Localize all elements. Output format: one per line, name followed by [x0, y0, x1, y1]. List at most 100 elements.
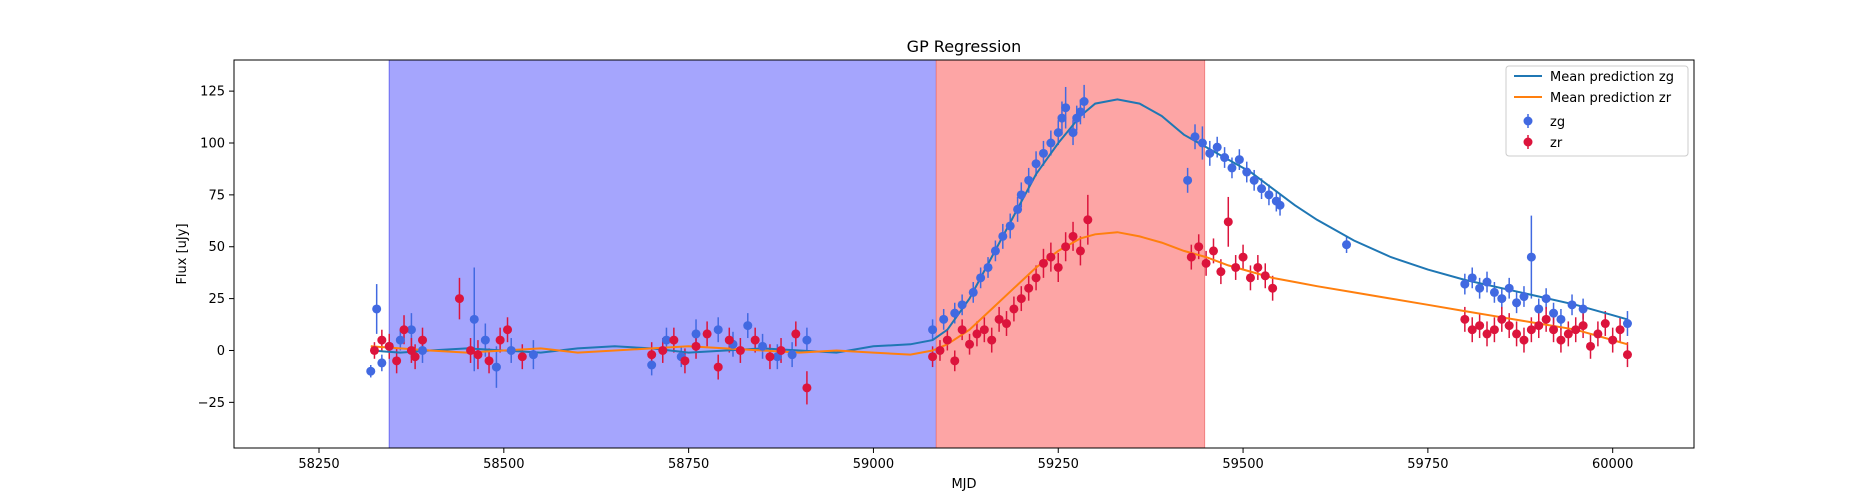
zg-point: [976, 273, 986, 283]
zr-point: [1578, 321, 1588, 331]
zr-point: [503, 325, 513, 335]
zg-point: [1227, 163, 1237, 173]
zg-point: [1031, 159, 1041, 169]
zg-point: [1519, 292, 1529, 302]
legend-marker-zr: [1523, 137, 1533, 147]
zg-point: [377, 358, 387, 368]
zr-point: [1223, 217, 1233, 227]
zg-point: [1249, 175, 1259, 185]
zr-point: [1186, 252, 1196, 262]
zr-point: [1075, 246, 1085, 256]
zr-point: [691, 341, 701, 351]
zg-point: [395, 335, 405, 345]
zr-point: [1038, 258, 1048, 268]
zr-point: [399, 325, 409, 335]
legend-box: [1505, 65, 1689, 157]
zr-point: [1061, 242, 1071, 252]
zg-point: [1526, 252, 1536, 262]
zg-point: [1556, 314, 1566, 324]
legend-label-zg-points: zg: [1550, 115, 1565, 130]
mean-prediction-zg-line: [370, 98, 1628, 354]
zr-point: [776, 345, 786, 355]
zg-point: [528, 350, 538, 360]
x-axis-label: MJD: [951, 477, 976, 492]
zr-point: [658, 345, 668, 355]
zg-point: [939, 314, 949, 324]
zr-point: [517, 352, 527, 362]
zr-point: [1083, 215, 1093, 225]
x-tick-label: 59500: [1222, 457, 1263, 472]
zr-point: [1549, 325, 1559, 335]
zg-point: [372, 304, 382, 314]
plot-area-frame: [233, 59, 1695, 449]
zg-point: [968, 287, 978, 297]
zr-point: [1268, 283, 1278, 293]
zr-point: [1031, 273, 1041, 283]
zr-point: [972, 329, 982, 339]
legend-label-zr-points: zr: [1550, 136, 1563, 151]
x-axis-ticks: 58250 58500 58750 59000 59250 59500 59750 60000: [298, 448, 1633, 472]
chart-title: GP Regression: [907, 37, 1022, 56]
zr-point: [1615, 325, 1625, 335]
zg-point: [1242, 167, 1252, 177]
legend-label-zr-line: Mean prediction zr: [1550, 91, 1672, 106]
zg-point: [1079, 96, 1089, 106]
zr-point: [1608, 335, 1618, 345]
zr-point: [1208, 246, 1218, 256]
zr-point: [1563, 329, 1573, 339]
zr-point: [418, 335, 428, 345]
zg-point: [957, 300, 967, 310]
zg-point: [1190, 132, 1200, 142]
zr-point: [724, 335, 734, 345]
zr-point: [1009, 304, 1019, 314]
zr-point: [1194, 242, 1204, 252]
zg-point: [506, 345, 516, 355]
zr-point: [1460, 314, 1470, 324]
zg-point: [1220, 153, 1230, 163]
zr-point: [1231, 262, 1241, 272]
zr-point: [647, 350, 657, 360]
zg-point: [1197, 138, 1207, 148]
shaded-regions: [388, 59, 1206, 449]
zg-point: [1057, 113, 1067, 123]
zg-point: [990, 246, 1000, 256]
data-points: [366, 96, 1632, 393]
zg-point: [983, 262, 993, 272]
zr-point: [1016, 294, 1026, 304]
zg-point: [802, 335, 812, 345]
zr-point: [1541, 314, 1551, 324]
zr-point: [935, 345, 945, 355]
zr-point: [1002, 319, 1012, 329]
zg-point: [1275, 200, 1285, 210]
zg-point: [661, 335, 671, 345]
zg-point: [1038, 148, 1048, 158]
zr-point: [1489, 325, 1499, 335]
zr-point: [1504, 321, 1514, 331]
zr-point: [1534, 321, 1544, 331]
x-tick-label: 59000: [853, 457, 894, 472]
zg-point: [950, 308, 960, 318]
zr-point: [950, 356, 960, 366]
zr-point: [957, 325, 967, 335]
zg-point: [743, 321, 753, 331]
zg-point: [1475, 283, 1485, 293]
zg-point: [1467, 273, 1477, 283]
zr-point: [979, 325, 989, 335]
zr-point: [1512, 329, 1522, 339]
zg-point: [406, 325, 416, 335]
zr-point: [369, 345, 379, 355]
zg-point: [758, 341, 768, 351]
zr-point: [466, 345, 476, 355]
zg-point: [1622, 319, 1632, 329]
zr-point: [473, 350, 483, 360]
zr-point: [1526, 325, 1536, 335]
legend-marker-zg: [1523, 116, 1533, 126]
zg-point: [998, 231, 1008, 241]
zr-point: [484, 356, 494, 366]
zg-point: [1016, 190, 1026, 200]
zr-point: [965, 339, 975, 349]
zr-point: [1046, 252, 1056, 262]
zr-point: [702, 329, 712, 339]
zg-point: [491, 362, 501, 372]
